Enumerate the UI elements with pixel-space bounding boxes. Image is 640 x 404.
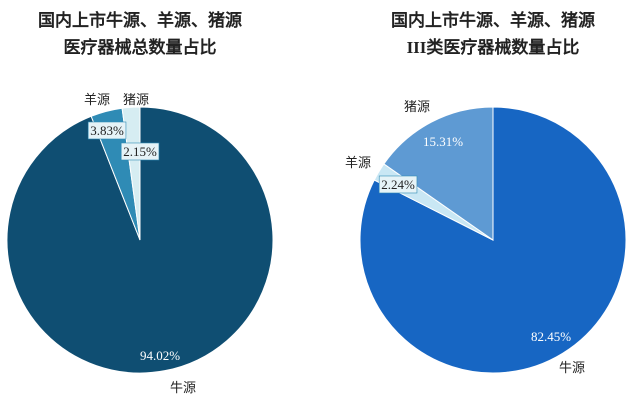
chart-title: 医疗器械总数量占比 xyxy=(64,37,217,57)
value-label-group: 3.83% xyxy=(87,121,127,140)
category-label: 猪源 xyxy=(404,99,430,114)
pie-slice xyxy=(121,106,141,241)
value-label-group: 2.15% xyxy=(120,142,160,161)
category-label: 羊源 xyxy=(84,92,110,107)
value-label: 82.45% xyxy=(531,329,571,344)
value-label-group: 15.31% xyxy=(423,134,463,149)
value-label-group: 2.24% xyxy=(378,175,418,194)
pie-slice xyxy=(383,106,494,241)
category-label: 羊源 xyxy=(345,155,371,170)
chart-title: 国内上市牛源、羊源、猪源 xyxy=(38,10,242,30)
value-label: 2.15% xyxy=(123,144,157,159)
value-label: 94.02% xyxy=(140,348,180,363)
value-label-group: 82.45% xyxy=(531,329,571,344)
value-label: 3.83% xyxy=(90,123,124,138)
category-label: 牛源 xyxy=(170,380,196,395)
value-label-box xyxy=(378,175,418,194)
value-label: 2.24% xyxy=(381,177,415,192)
chart-title: 国内上市牛源、羊源、猪源 xyxy=(391,10,595,30)
chart-title: III类医疗器械数量占比 xyxy=(407,37,580,57)
value-label-box xyxy=(120,142,160,161)
category-label: 猪源 xyxy=(123,92,149,107)
category-label: 牛源 xyxy=(559,360,585,375)
value-label-box xyxy=(87,121,127,140)
value-label: 15.31% xyxy=(423,134,463,149)
value-label-group: 94.02% xyxy=(140,348,180,363)
